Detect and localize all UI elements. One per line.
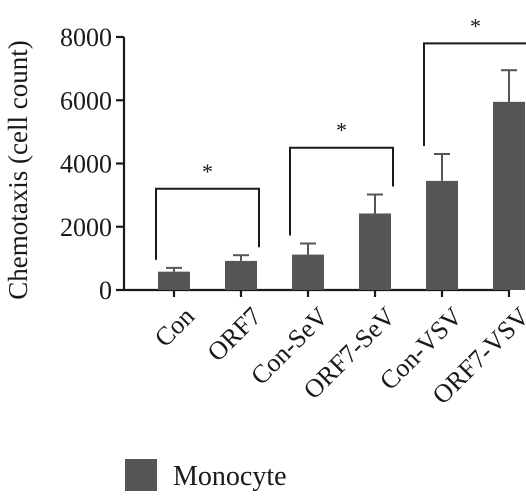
y-tick-label: 8000: [60, 23, 112, 52]
y-tick-label: 6000: [60, 86, 112, 115]
significance-star: *: [470, 13, 481, 38]
plot-area: 0 2000 4000 6000 8000 * * * Con ORF7Con-SeVORF7…: [60, 13, 526, 410]
bar: [493, 101, 525, 290]
bar: [225, 260, 257, 290]
significance-brackets: * * *: [155, 13, 526, 260]
significance-bracket: [155, 187, 260, 260]
bar: [292, 254, 324, 290]
bar: [359, 213, 391, 290]
y-ticks: 0 2000 4000 6000 8000: [60, 23, 124, 305]
bar: [158, 271, 190, 290]
legend-swatch: [125, 459, 157, 491]
legend: Monocyte: [125, 459, 287, 492]
legend-label: Monocyte: [173, 461, 287, 492]
y-tick-label: 4000: [60, 150, 112, 179]
bar: [426, 180, 458, 290]
significance-star: *: [202, 159, 213, 184]
significance-bracket: [289, 146, 394, 236]
significance-bracket: [423, 42, 526, 147]
y-axis-title: Chemotaxis (cell count): [3, 40, 33, 299]
bars: [158, 69, 525, 290]
significance-star: *: [336, 118, 347, 143]
x-tick-label: Con: [149, 302, 200, 353]
y-tick-label: 0: [99, 276, 112, 305]
y-tick-label: 2000: [60, 213, 112, 242]
